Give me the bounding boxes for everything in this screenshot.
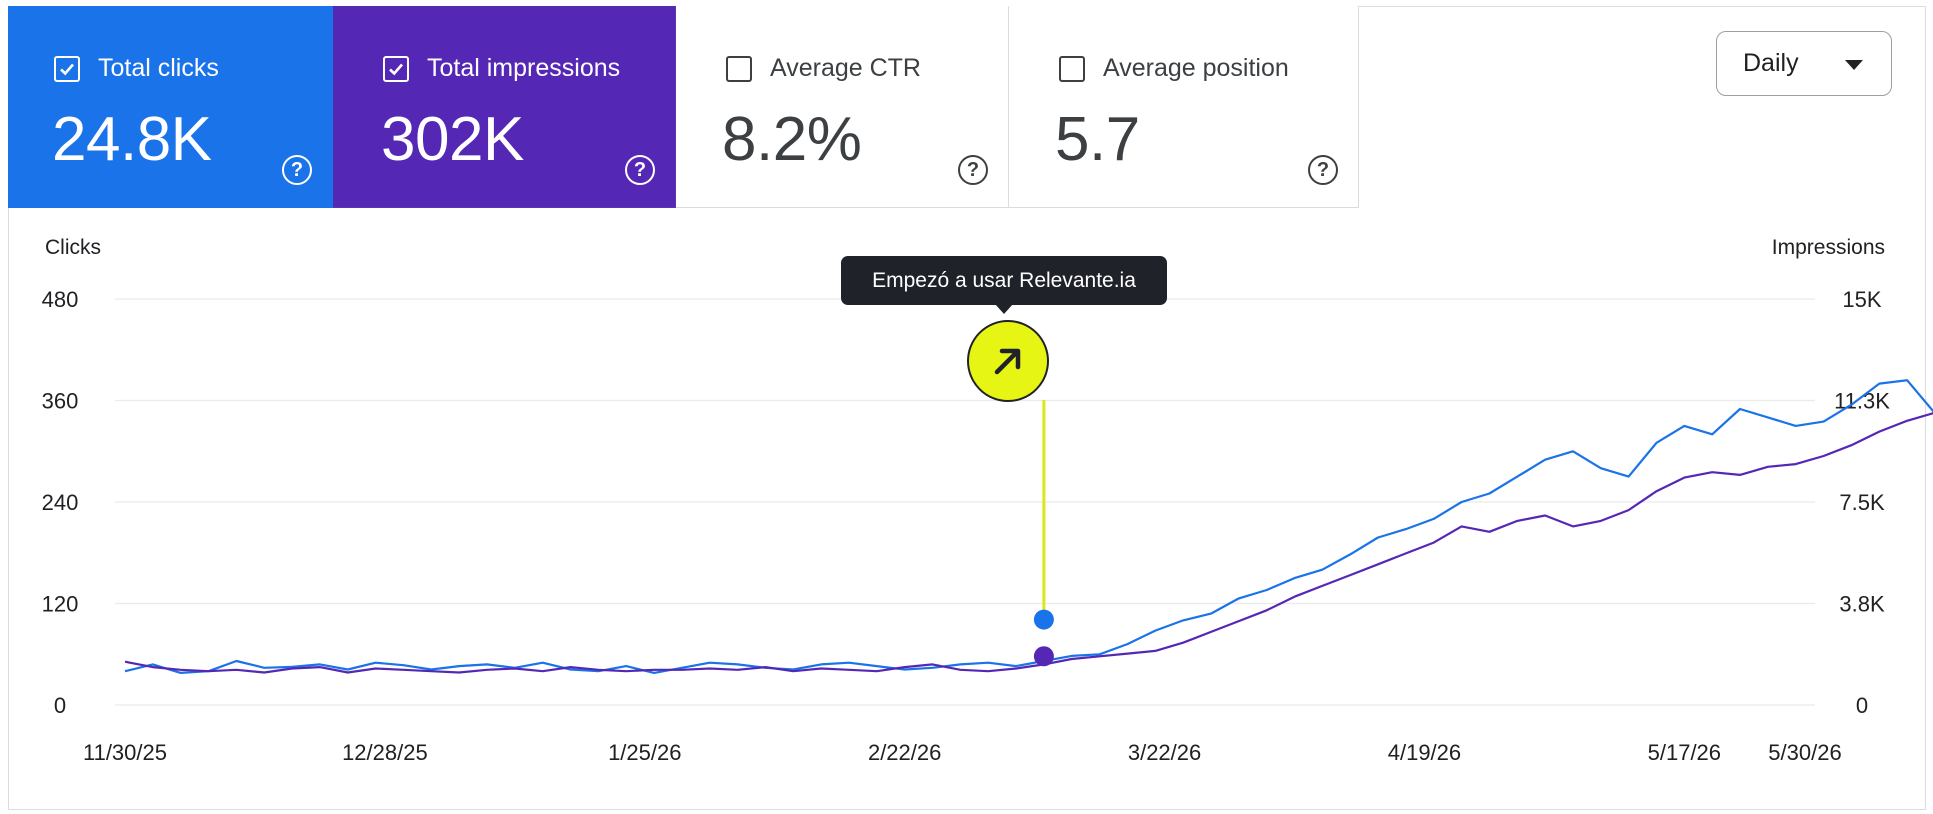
x-tick-label: 11/30/25 [83, 740, 167, 765]
metric-value: 302K [381, 105, 524, 174]
metric-label: Average CTR [770, 54, 921, 82]
help-icon[interactable]: ? [282, 155, 312, 185]
x-tick-label: 2/22/26 [868, 740, 941, 765]
metric-toggle-clicks[interactable]: Total clicks [54, 54, 219, 83]
metric-value: 8.2% [722, 105, 862, 174]
metric-cards: Total clicks 24.8K ? Total impressions 3… [8, 6, 1359, 208]
checkbox-checked-icon[interactable] [54, 55, 80, 82]
metric-value: 5.7 [1055, 105, 1140, 174]
y-left-tick-label: 0 [54, 693, 66, 718]
metric-label: Average position [1103, 54, 1289, 82]
help-icon[interactable]: ? [625, 155, 655, 185]
x-tick-label: 4/19/26 [1388, 740, 1461, 765]
checkbox-unchecked-icon[interactable] [1059, 55, 1085, 82]
highlight-point-clicks[interactable] [1033, 609, 1054, 630]
metric-card-average-ctr[interactable]: Average CTR 8.2% ? [676, 6, 1009, 208]
arrow-up-right-icon [994, 348, 1021, 375]
checkbox-checked-icon[interactable] [383, 55, 409, 82]
metric-card-total-impressions[interactable]: Total impressions 302K ? [333, 6, 676, 208]
y-left-tick-label: 120 [42, 592, 79, 617]
metric-toggle-ctr[interactable]: Average CTR [726, 54, 921, 83]
x-tick-label: 1/25/26 [608, 740, 681, 765]
event-badge[interactable] [967, 320, 1049, 402]
y-axis-right-label: Impressions [1772, 236, 1885, 259]
checkbox-unchecked-icon[interactable] [726, 55, 752, 82]
event-tooltip-text: Empezó a usar Relevante.ia [872, 268, 1136, 292]
chevron-down-icon [1845, 60, 1863, 70]
x-tick-label: 3/22/26 [1128, 740, 1201, 765]
metric-toggle-position[interactable]: Average position [1059, 54, 1289, 83]
y-right-tick-label: 7.5K [1839, 490, 1885, 515]
y-left-tick-label: 240 [42, 490, 79, 515]
series-line-clicks [124, 379, 1933, 675]
y-left-tick-label: 480 [42, 287, 79, 312]
y-right-tick-label: 3.8K [1839, 592, 1885, 617]
y-axis-left-ticks: 0 120 240 360 480 [42, 287, 79, 718]
period-dropdown[interactable]: Daily [1716, 31, 1892, 96]
metric-label: Total impressions [427, 54, 621, 82]
metric-value: 24.8K [52, 105, 212, 174]
y-axis-left-label: Clicks [45, 236, 101, 259]
x-tick-label: 12/28/25 [342, 740, 428, 765]
metric-label: Total clicks [98, 54, 219, 82]
series-line-impressions [124, 412, 1933, 674]
metric-toggle-impressions[interactable]: Total impressions [383, 54, 620, 83]
chart-series [124, 379, 1933, 675]
help-icon[interactable]: ? [1308, 155, 1338, 185]
x-tick-label: 5/17/26 [1648, 740, 1721, 765]
x-axis-ticks: 11/30/25 12/28/25 1/25/26 2/22/26 3/22/26 4/1… [83, 740, 1842, 765]
highlight-point-impressions[interactable] [1033, 646, 1054, 667]
metric-card-total-clicks[interactable]: Total clicks 24.8K ? [8, 6, 333, 208]
help-icon[interactable]: ? [958, 155, 988, 185]
x-tick-label: 5/30/26 [1768, 740, 1841, 765]
period-dropdown-value: Daily [1743, 49, 1799, 77]
metric-card-average-position[interactable]: Average position 5.7 ? [1009, 6, 1359, 208]
y-right-tick-label: 15K [1842, 287, 1881, 312]
y-right-tick-label: 0 [1856, 693, 1868, 718]
event-tooltip: Empezó a usar Relevante.ia [841, 256, 1167, 314]
chart-highlights [1033, 609, 1054, 667]
y-left-tick-label: 360 [42, 389, 79, 414]
chart-grid [115, 298, 1815, 706]
